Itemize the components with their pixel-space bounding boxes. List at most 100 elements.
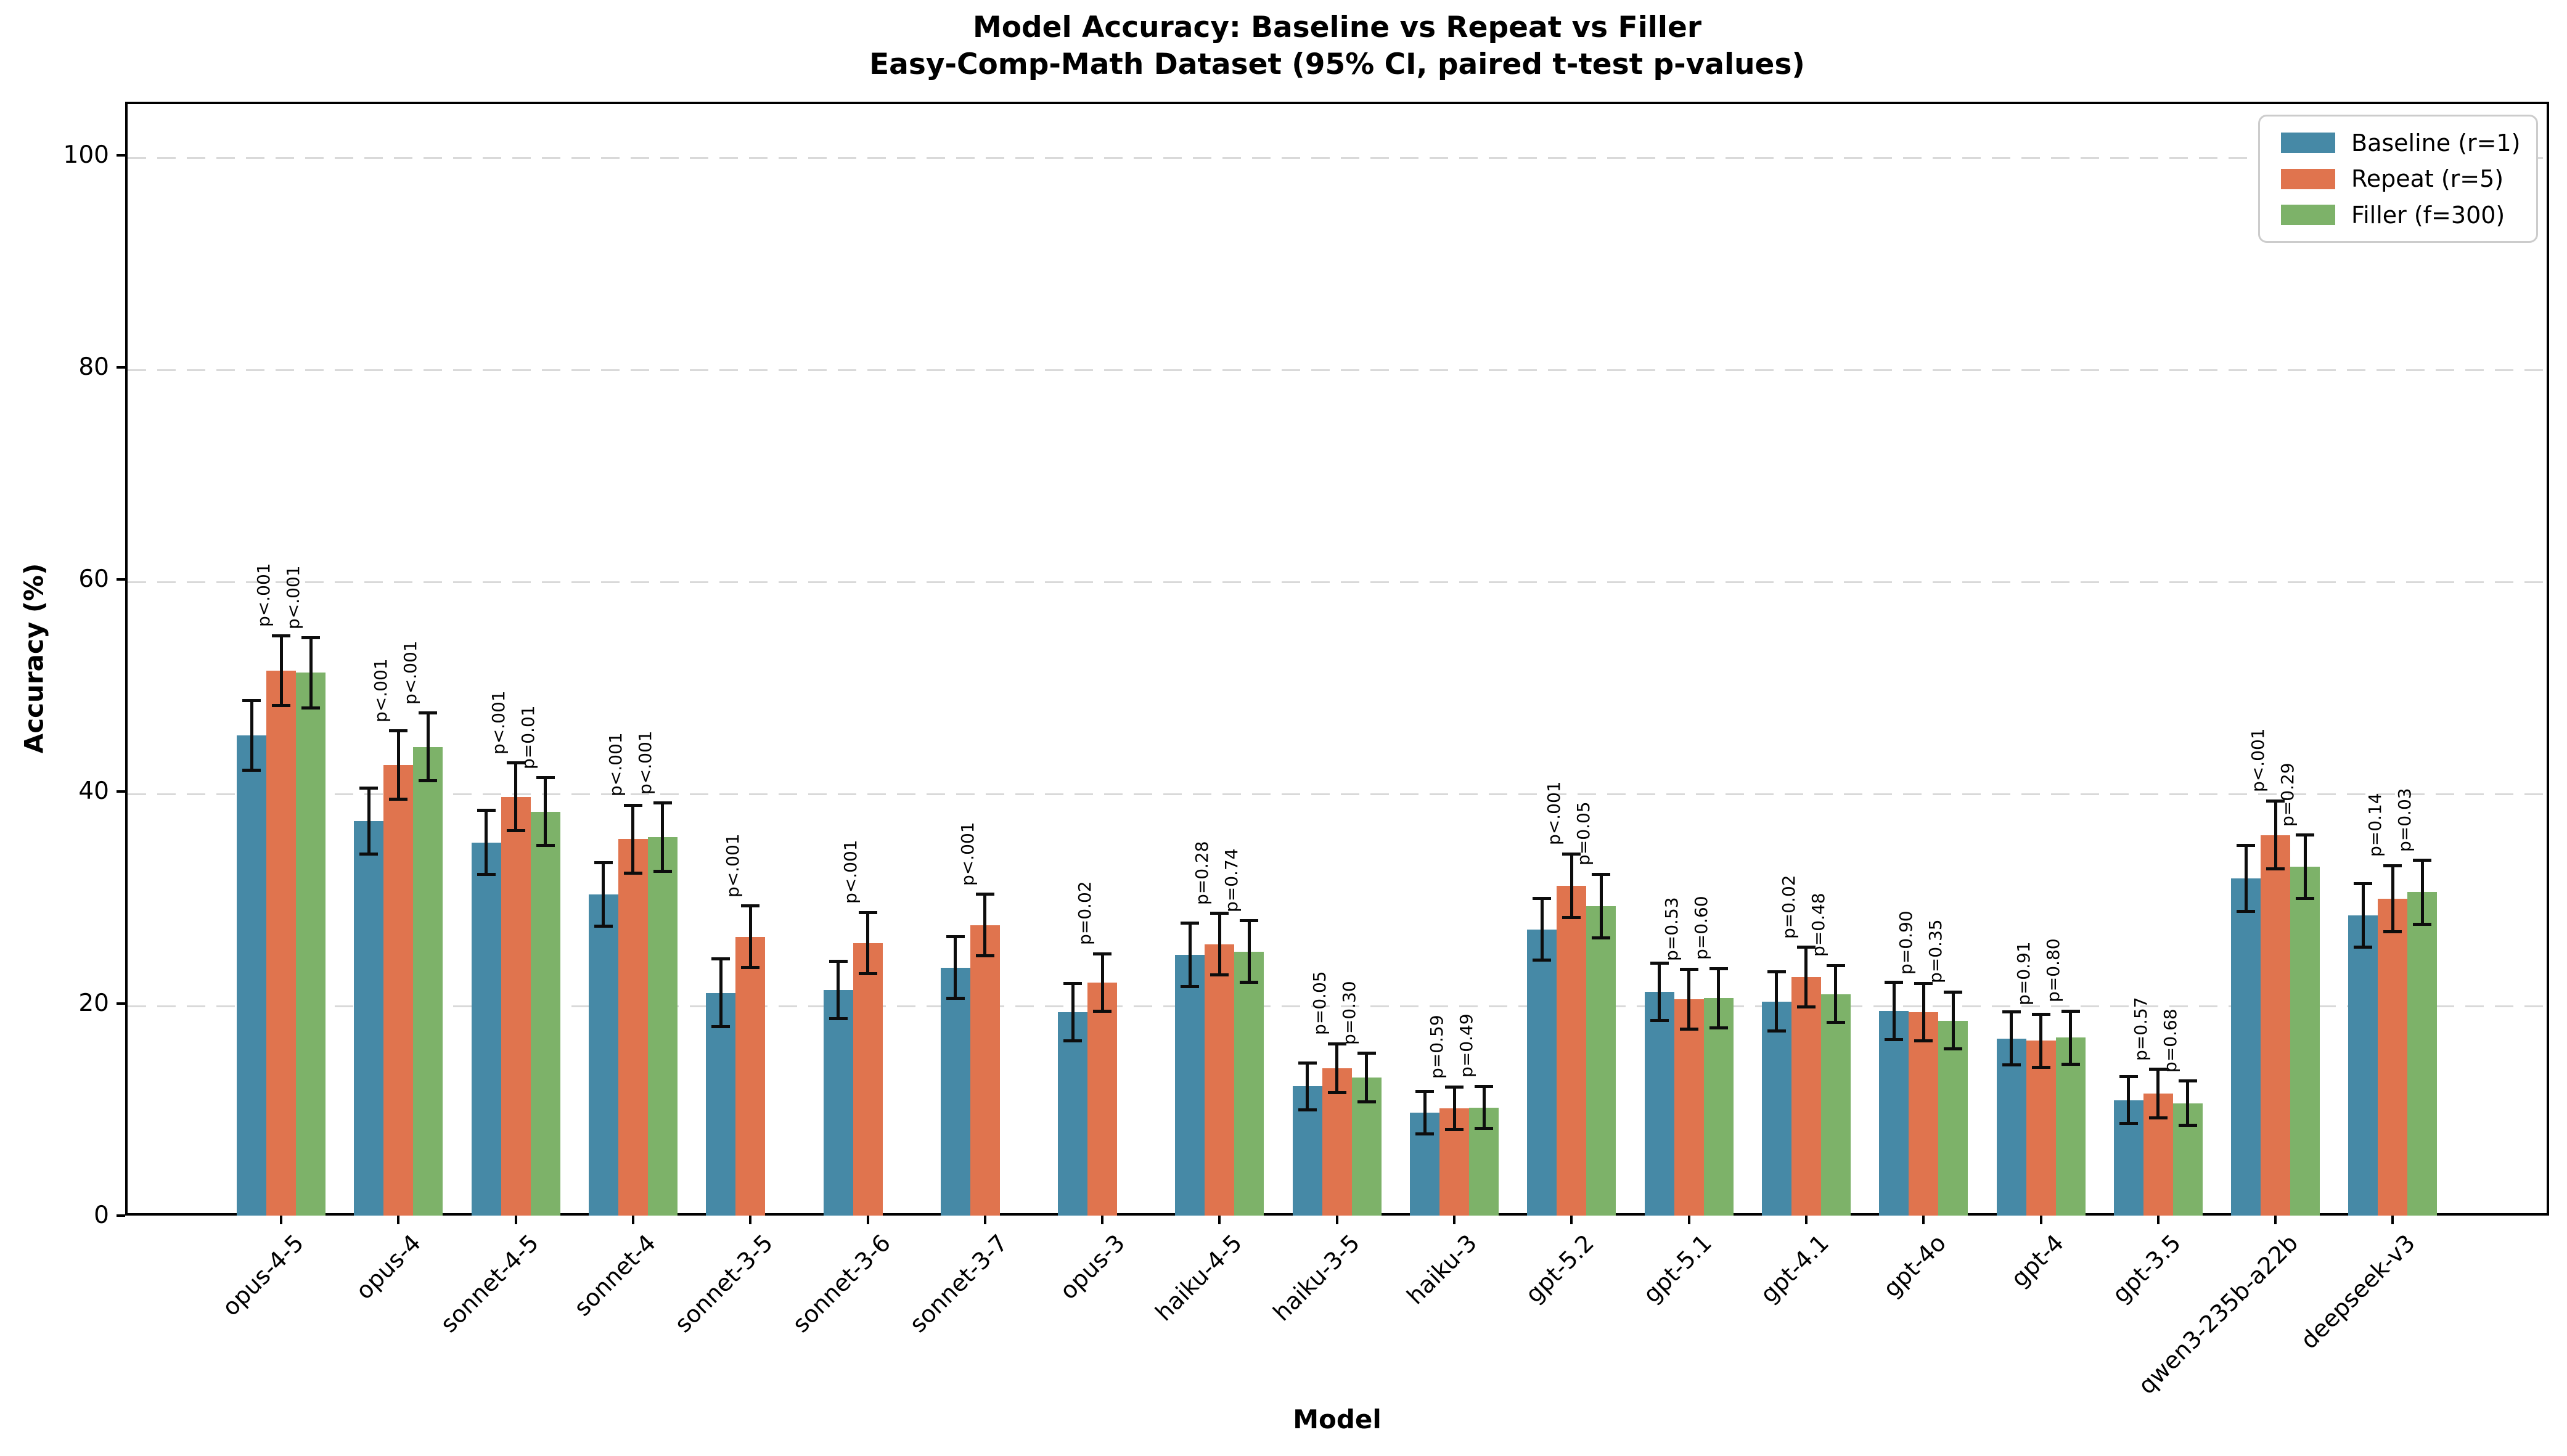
x-tick-label-sonnet-4-5: sonnet-4-5 (435, 1229, 544, 1338)
legend-label-1: Repeat (r=5) (2351, 165, 2504, 192)
error-bar-sonnet-3-6-1 (866, 912, 869, 974)
y-tick-label-20: 20 (78, 989, 109, 1017)
error-cap-bottom-gpt-4o-0 (1885, 1037, 1904, 1041)
error-cap-bottom-qwen3-235b-a22b-0 (2237, 909, 2256, 913)
error-cap-top-gpt-4-1 (2031, 1012, 2050, 1016)
y-axis-label: Accuracy (%) (18, 563, 49, 754)
bar-opus-4-baseline (354, 821, 384, 1216)
p-value-label-sonnet-4-2: p<.001 (634, 730, 655, 795)
bar-sonnet-3-6-repeat (853, 943, 883, 1216)
error-cap-top-gpt-5.2-1 (1562, 852, 1581, 856)
y-tick-label-60: 60 (78, 565, 109, 593)
error-bar-gpt-5.1-0 (1658, 963, 1661, 1021)
error-bar-haiku-3-5-0 (1306, 1063, 1309, 1110)
chart-subtitle: Easy-Comp-Math Dataset (95% CI, paired t… (869, 47, 1805, 81)
error-cap-bottom-gpt-5.2-2 (1592, 936, 1611, 939)
x-axis-label: Model (1293, 1404, 1382, 1434)
error-bar-sonnet-4-1 (631, 805, 635, 873)
p-value-label-gpt-3.5-1: p=0.57 (2130, 997, 2151, 1061)
error-bar-sonnet-4-5-2 (544, 777, 547, 846)
error-bar-haiku-3-1 (1452, 1087, 1456, 1130)
error-cap-bottom-gpt-4-1 (2031, 1065, 2050, 1069)
error-cap-top-haiku-3-2 (1475, 1084, 1493, 1088)
x-tick-label-opus-4: opus-4 (350, 1229, 427, 1305)
p-value-label-gpt-5.1-1: p=0.53 (1661, 897, 1682, 961)
y-axis-tick-20 (117, 1002, 125, 1005)
bar-qwen3-235b-a22b-repeat (2261, 835, 2291, 1216)
error-cap-top-gpt-5.2-0 (1533, 897, 1552, 901)
error-cap-bottom-deepseek-v3-0 (2354, 946, 2373, 949)
x-axis-tick-gpt-5.2 (1570, 1216, 1573, 1224)
error-bar-sonnet-4-0 (602, 862, 605, 926)
error-bar-gpt-4.1-2 (1834, 965, 1838, 1023)
p-value-label-gpt-4o-1: p=0.90 (1896, 910, 1917, 975)
error-bar-gpt-5.2-0 (1540, 898, 1544, 960)
x-tick-label-opus-3: opus-3 (1054, 1229, 1131, 1305)
gridline-80 (128, 369, 2547, 371)
error-cap-top-gpt-5.1-2 (1709, 967, 1728, 970)
x-tick-label-gpt-4.1: gpt-4.1 (1754, 1229, 1835, 1309)
error-cap-bottom-sonnet-3-7-1 (975, 954, 994, 958)
bar-deepseek-v3-baseline (2348, 915, 2378, 1216)
legend-swatch-0 (2281, 133, 2335, 153)
x-tick-label-opus-4-5: opus-4-5 (216, 1229, 309, 1322)
chart-title: Model Accuracy: Baseline vs Repeat vs Fi… (972, 10, 1702, 44)
error-cap-bottom-sonnet-3-5-0 (711, 1025, 731, 1029)
x-axis-tick-gpt-4o (1922, 1216, 1925, 1224)
gridline-60 (128, 581, 2547, 583)
y-axis-tick-60 (117, 578, 125, 581)
error-cap-top-sonnet-4-5-1 (506, 761, 525, 765)
y-tick-label-100: 100 (63, 141, 109, 169)
error-cap-bottom-gpt-4.1-1 (1796, 1005, 1816, 1008)
error-cap-bottom-haiku-3-5-1 (1327, 1090, 1346, 1094)
error-cap-bottom-deepseek-v3-1 (2383, 930, 2402, 933)
error-bar-haiku-3-2 (1482, 1086, 1486, 1129)
error-cap-bottom-sonnet-4-0 (594, 924, 613, 928)
error-cap-bottom-haiku-3-5-2 (1357, 1100, 1376, 1104)
error-cap-bottom-haiku-4-5-1 (1210, 973, 1229, 977)
legend-swatch-1 (2281, 168, 2335, 189)
error-bar-opus-4-2 (426, 713, 430, 781)
error-bar-opus-4-0 (367, 788, 371, 854)
bar-sonnet-4-baseline (588, 894, 618, 1216)
error-cap-top-sonnet-3-6-1 (858, 910, 877, 914)
error-bar-gpt-4.1-0 (1775, 971, 1779, 1031)
x-axis-tick-haiku-3 (1453, 1216, 1455, 1224)
x-tick-label-gpt-4: gpt-4 (2005, 1229, 2069, 1293)
error-cap-top-sonnet-3-6-0 (829, 959, 848, 963)
bar-gpt-5.1-baseline (1644, 992, 1674, 1216)
error-bar-gpt-3.5-0 (2127, 1076, 2131, 1124)
x-axis-tick-opus-4 (397, 1216, 400, 1224)
error-bar-gpt-4-2 (2069, 1011, 2072, 1065)
x-axis-tick-opus-4-5 (280, 1216, 282, 1224)
error-bar-sonnet-3-7-1 (983, 894, 987, 956)
error-cap-bottom-gpt-4-0 (2002, 1063, 2021, 1067)
error-cap-bottom-gpt-4-2 (2061, 1062, 2080, 1066)
error-cap-top-sonnet-4-5-2 (536, 776, 555, 780)
p-value-label-qwen3-235b-a22b-1: p<.001 (2248, 728, 2269, 793)
error-bar-gpt-4-1 (2039, 1014, 2042, 1068)
gridline-20 (128, 1005, 2547, 1007)
x-tick-label-sonnet-3-5: sonnet-3-5 (669, 1229, 779, 1338)
error-bar-haiku-4-5-2 (1247, 920, 1251, 983)
y-axis-tick-40 (117, 790, 125, 793)
x-axis-tick-sonnet-3-5 (749, 1216, 752, 1224)
error-cap-bottom-sonnet-3-5-1 (741, 966, 760, 970)
error-cap-top-opus-4-0 (359, 787, 379, 790)
legend-label-0: Baseline (r=1) (2351, 129, 2521, 157)
error-cap-bottom-opus-4-1 (389, 797, 408, 801)
p-value-label-gpt-5.2-2: p=0.05 (1573, 801, 1594, 866)
error-cap-top-gpt-5.1-0 (1650, 962, 1669, 965)
p-value-label-gpt-4-2: p=0.80 (2042, 938, 2063, 1003)
bar-gpt-5.1-repeat (1674, 999, 1704, 1216)
x-axis-tick-gpt-4.1 (1804, 1216, 1808, 1224)
x-tick-label-haiku-3-5: haiku-3-5 (1267, 1229, 1365, 1327)
bar-opus-4-5-filler (296, 673, 325, 1216)
bar-gpt-4.1-repeat (1791, 977, 1821, 1216)
p-value-label-sonnet-4-5-2: p=0.01 (517, 705, 538, 769)
bar-opus-4-filler (413, 746, 443, 1216)
error-bar-gpt-5.1-1 (1687, 969, 1691, 1029)
error-cap-top-gpt-5.1-1 (1679, 968, 1698, 971)
p-value-label-gpt-4o-2: p=0.35 (1925, 919, 1946, 984)
